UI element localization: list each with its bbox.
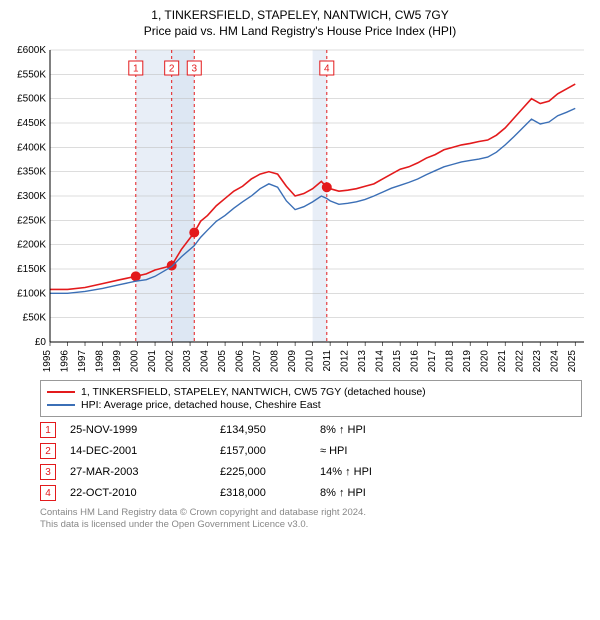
svg-text:2004: 2004 (200, 350, 211, 373)
svg-text:2001: 2001 (147, 350, 158, 373)
svg-text:2: 2 (169, 64, 175, 75)
svg-text:£0: £0 (35, 337, 47, 348)
svg-text:2022: 2022 (515, 350, 526, 373)
event-date: 22-OCT-2010 (70, 487, 220, 499)
svg-text:£250K: £250K (17, 215, 46, 226)
event-delta: 8% ↑ HPI (320, 487, 582, 499)
svg-text:1996: 1996 (60, 350, 71, 373)
svg-text:2005: 2005 (217, 350, 228, 373)
event-row: 1 25-NOV-1999£134,9508% ↑ HPI (40, 422, 582, 438)
events-table: 125-NOV-1999£134,9508% ↑ HPI214-DEC-2001… (40, 422, 582, 501)
svg-text:2023: 2023 (532, 350, 543, 373)
title-subtitle: Price paid vs. HM Land Registry's House … (8, 24, 592, 38)
event-badge: 4 (40, 485, 56, 501)
legend-swatch (47, 391, 75, 393)
legend-item: HPI: Average price, detached house, Ches… (47, 399, 575, 411)
price-chart: £0 £50K £100K £150K £200K £250K £300K £350K £400… (8, 44, 592, 374)
svg-text:2025: 2025 (567, 350, 578, 373)
svg-text:2013: 2013 (357, 350, 368, 373)
svg-text:£600K: £600K (17, 45, 46, 56)
svg-text:2009: 2009 (287, 350, 298, 373)
svg-text:1: 1 (133, 64, 139, 75)
svg-text:1995: 1995 (42, 350, 53, 373)
svg-text:2020: 2020 (480, 350, 491, 373)
event-delta: 8% ↑ HPI (320, 424, 582, 436)
footnote-line1: Contains HM Land Registry data © Crown c… (40, 507, 582, 519)
svg-text:2021: 2021 (497, 350, 508, 373)
footnote: Contains HM Land Registry data © Crown c… (40, 507, 582, 532)
svg-text:2015: 2015 (392, 350, 403, 373)
svg-text:£150K: £150K (17, 264, 46, 275)
event-badge: 1 (40, 422, 56, 438)
chart-container: £0 £50K £100K £150K £200K £250K £300K £350K £400… (8, 44, 592, 374)
svg-text:2014: 2014 (375, 350, 386, 373)
event-row: 4 22-OCT-2010£318,0008% ↑ HPI (40, 485, 582, 501)
event-date: 25-NOV-1999 (70, 424, 220, 436)
svg-text:1998: 1998 (95, 350, 106, 373)
svg-text:£400K: £400K (17, 142, 46, 153)
svg-text:2019: 2019 (462, 350, 473, 373)
svg-text:2007: 2007 (252, 350, 263, 373)
svg-text:2003: 2003 (182, 350, 193, 373)
svg-text:£100K: £100K (17, 288, 46, 299)
event-delta: ≈ HPI (320, 445, 582, 457)
svg-text:£450K: £450K (17, 118, 46, 129)
svg-text:2016: 2016 (410, 350, 421, 373)
svg-text:2008: 2008 (270, 350, 281, 373)
svg-text:£500K: £500K (17, 94, 46, 105)
legend-label: 1, TINKERSFIELD, STAPELEY, NANTWICH, CW5… (81, 386, 426, 398)
event-price: £134,950 (220, 424, 320, 436)
svg-text:£300K: £300K (17, 191, 46, 202)
event-price: £157,000 (220, 445, 320, 457)
chart-titles: 1, TINKERSFIELD, STAPELEY, NANTWICH, CW5… (8, 8, 592, 38)
svg-text:2010: 2010 (305, 350, 316, 373)
svg-text:2012: 2012 (340, 350, 351, 373)
legend-box: 1, TINKERSFIELD, STAPELEY, NANTWICH, CW5… (40, 380, 582, 417)
svg-text:2002: 2002 (165, 350, 176, 373)
svg-text:2011: 2011 (322, 350, 333, 372)
svg-text:2006: 2006 (235, 350, 246, 373)
svg-text:2024: 2024 (550, 350, 561, 373)
svg-text:1997: 1997 (77, 350, 88, 373)
event-price: £225,000 (220, 466, 320, 478)
event-badge: 2 (40, 443, 56, 459)
svg-text:2018: 2018 (445, 350, 456, 373)
svg-text:4: 4 (324, 64, 330, 75)
svg-text:3: 3 (191, 64, 197, 75)
svg-text:2017: 2017 (427, 350, 438, 373)
event-date: 14-DEC-2001 (70, 445, 220, 457)
event-row: 3 27-MAR-2003£225,00014% ↑ HPI (40, 464, 582, 480)
svg-text:2000: 2000 (130, 350, 141, 373)
legend-swatch (47, 404, 75, 406)
event-date: 27-MAR-2003 (70, 466, 220, 478)
event-delta: 14% ↑ HPI (320, 466, 582, 478)
event-badge: 3 (40, 464, 56, 480)
legend-item: 1, TINKERSFIELD, STAPELEY, NANTWICH, CW5… (47, 386, 575, 398)
event-row: 2 14-DEC-2001£157,000≈ HPI (40, 443, 582, 459)
footnote-line2: This data is licensed under the Open Gov… (40, 519, 582, 531)
title-address: 1, TINKERSFIELD, STAPELEY, NANTWICH, CW5… (8, 8, 592, 22)
svg-text:£350K: £350K (17, 167, 46, 178)
legend-label: HPI: Average price, detached house, Ches… (81, 399, 321, 411)
svg-text:£550K: £550K (17, 69, 46, 80)
svg-text:£50K: £50K (23, 313, 47, 324)
event-price: £318,000 (220, 487, 320, 499)
svg-text:£200K: £200K (17, 240, 46, 251)
svg-text:1999: 1999 (112, 350, 123, 373)
